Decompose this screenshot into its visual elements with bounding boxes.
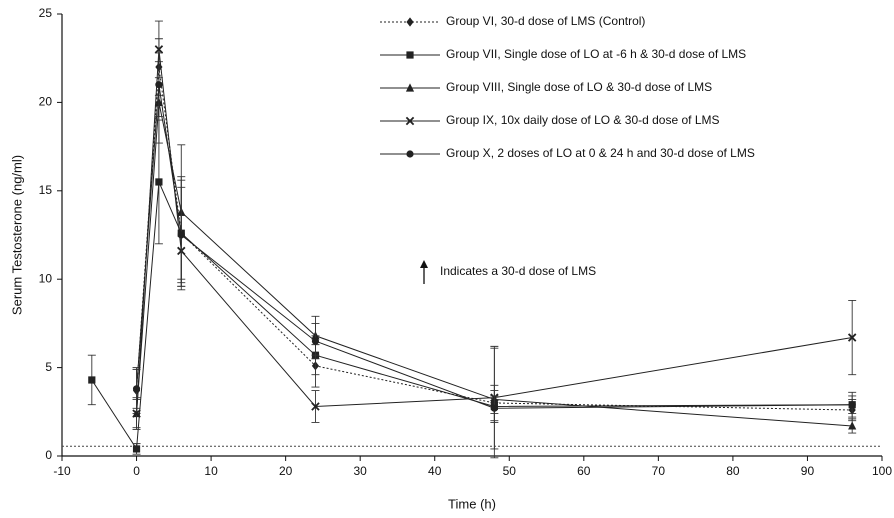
marker <box>847 333 857 342</box>
x-tick-label: 100 <box>872 464 892 478</box>
marker <box>311 337 320 345</box>
marker <box>405 83 415 92</box>
y-tick-label: 15 <box>39 183 53 197</box>
marker <box>132 445 141 453</box>
marker <box>154 45 164 54</box>
marker <box>88 376 96 384</box>
x-axis-title: Time (h) <box>448 496 496 511</box>
x-tick-label: -10 <box>53 464 71 478</box>
annotation: Indicates a 30-d dose of LMS <box>440 264 596 278</box>
marker <box>132 409 141 418</box>
marker <box>490 404 498 412</box>
marker <box>406 150 414 158</box>
marker <box>132 385 141 393</box>
marker <box>406 51 414 59</box>
series-line <box>136 84 853 409</box>
y-tick-label: 20 <box>39 95 53 109</box>
legend-label: Group VII, Single dose of LO at -6 h & 3… <box>446 47 746 61</box>
annotation-arrowhead <box>420 260 428 268</box>
x-tick-label: 80 <box>726 464 740 478</box>
series-line <box>136 49 853 414</box>
x-tick-label: 20 <box>279 464 293 478</box>
marker <box>177 231 185 239</box>
y-tick-label: 10 <box>39 271 53 285</box>
x-tick-label: 40 <box>428 464 442 478</box>
legend-label: Group VI, 30-d dose of LMS (Control) <box>446 14 645 28</box>
legend-label: Group IX, 10x daily dose of LO & 30-d do… <box>446 113 720 127</box>
marker <box>155 81 163 89</box>
series-line <box>136 102 853 427</box>
marker <box>848 401 856 409</box>
x-tick-label: 70 <box>652 464 666 478</box>
x-tick-label: 50 <box>503 464 517 478</box>
x-tick-label: 60 <box>577 464 591 478</box>
legend-label: Group X, 2 doses of LO at 0 & 24 h and 3… <box>446 146 755 160</box>
y-tick-label: 0 <box>45 448 52 462</box>
marker <box>405 116 415 126</box>
marker <box>155 178 163 186</box>
x-tick-label: 30 <box>354 464 368 478</box>
marker <box>406 17 414 27</box>
series-line <box>91 181 853 451</box>
y-axis-title: Serum Testosterone (ng/ml) <box>9 155 24 315</box>
x-tick-label: 10 <box>204 464 218 478</box>
y-tick-label: 25 <box>39 6 53 20</box>
marker <box>848 421 857 430</box>
x-tick-label: 0 <box>133 464 140 478</box>
y-tick-label: 5 <box>45 360 52 374</box>
marker <box>311 402 320 411</box>
legend-label: Group VIII, Single dose of LO & 30-d dos… <box>446 80 712 94</box>
x-tick-label: 90 <box>801 464 815 478</box>
